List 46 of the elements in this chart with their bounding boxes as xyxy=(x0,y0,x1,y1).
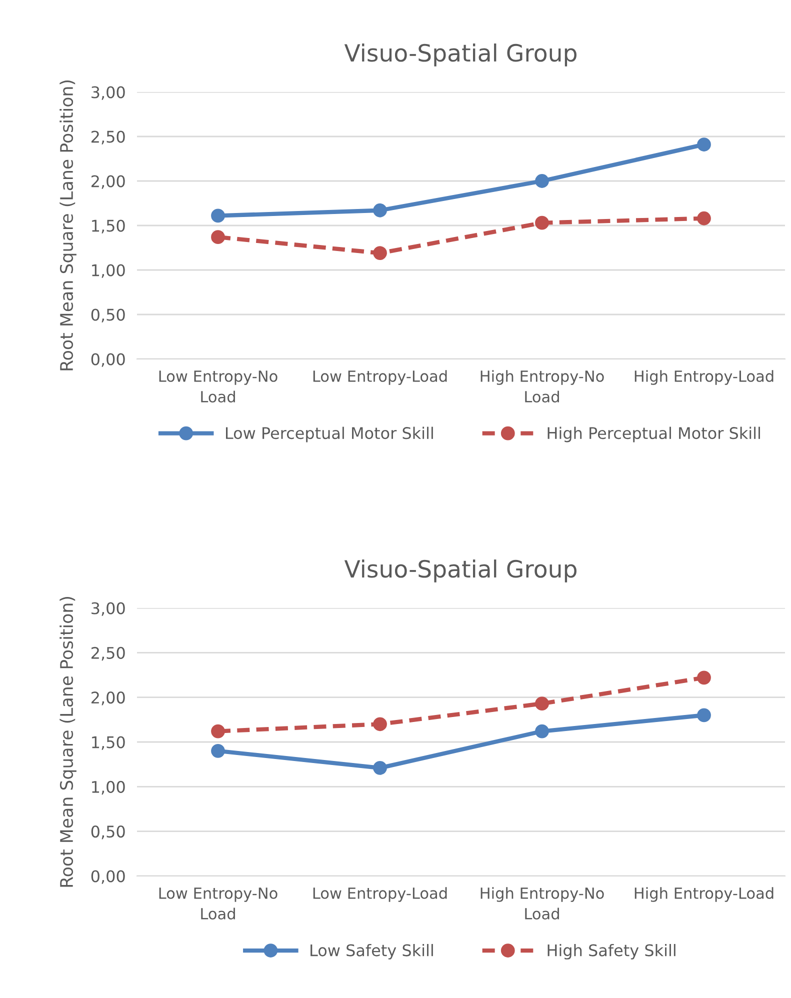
point xyxy=(211,208,225,223)
point xyxy=(535,216,549,230)
chart-title: Visuo-Spatial Group xyxy=(344,560,576,582)
y-tick-label: 0,50 xyxy=(91,308,125,322)
x-tick-label: High Entropy-No Load xyxy=(480,887,604,920)
y-tick-label: 1,00 xyxy=(92,780,125,795)
point xyxy=(211,744,225,758)
y-axis-title: Root Mean Square (Lane Position) xyxy=(60,597,76,887)
point xyxy=(373,203,387,218)
point xyxy=(373,760,387,775)
legend-label: High Perceptual Motor Skill xyxy=(548,426,760,442)
y-tick-label: 2,00 xyxy=(91,692,125,706)
point xyxy=(535,174,549,188)
x-tick-label: Low Entropy-No Load xyxy=(159,888,278,920)
x-tick-label: Low Entropy-Load xyxy=(313,887,447,902)
point xyxy=(697,670,711,685)
y-tick-label: 1,00 xyxy=(92,264,125,278)
legend-label: High Safety Skill xyxy=(548,944,676,960)
x-tick-label: Low Entropy-Load xyxy=(313,370,447,385)
legend-label: Low Safety Skill xyxy=(310,944,433,960)
point xyxy=(211,230,225,244)
y-tick-label: 0,50 xyxy=(91,826,125,840)
y-tick-label: 1,50 xyxy=(92,220,125,234)
point xyxy=(373,246,387,260)
point xyxy=(697,138,711,152)
y-tick-label: 3,00 xyxy=(92,86,125,100)
y-tick-label: 0,00 xyxy=(91,353,125,367)
point xyxy=(697,708,711,722)
point xyxy=(535,724,549,738)
y-tick-label: 3,00 xyxy=(92,602,125,616)
y-tick-label: 1,50 xyxy=(92,736,125,750)
point xyxy=(211,724,225,738)
y-tick-label: 2,00 xyxy=(91,175,125,189)
x-tick-label: Low Entropy-No Load xyxy=(159,370,278,403)
point xyxy=(697,211,711,226)
x-tick-label: High Entropy-No Load xyxy=(480,370,604,403)
x-tick-label: High Entropy-Load xyxy=(634,370,774,385)
point xyxy=(373,717,387,732)
y-tick-label: 2,50 xyxy=(91,130,125,144)
point xyxy=(535,696,549,711)
chart-title: Visuo-Spatial Group xyxy=(344,44,576,66)
x-tick-label: High Entropy-Load xyxy=(634,887,774,902)
legend-label: Low Perceptual Motor Skill xyxy=(226,426,433,442)
y-tick-label: 2,50 xyxy=(91,646,125,661)
y-tick-label: 0,00 xyxy=(91,870,125,884)
y-axis-title: Root Mean Square (Lane Position) xyxy=(60,80,76,370)
